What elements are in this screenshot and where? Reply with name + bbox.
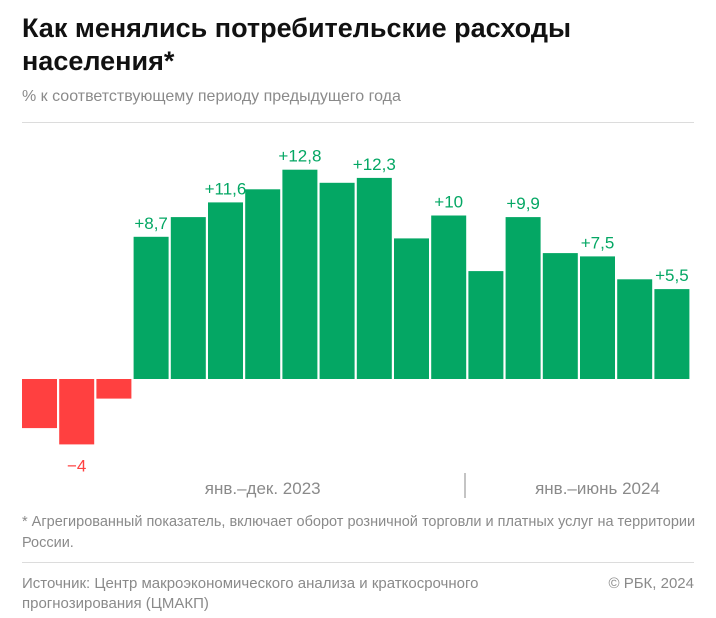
value-label-9: +12,3 <box>353 155 396 174</box>
bar-0 <box>22 379 57 429</box>
value-label-1: −4 <box>67 456 86 475</box>
bar-12 <box>468 271 504 379</box>
footnote: * Агрегированный показатель, включает об… <box>22 514 696 551</box>
bars-group <box>22 169 690 445</box>
value-label-11: +10 <box>434 193 463 212</box>
bar-7 <box>282 169 318 379</box>
bar-11 <box>431 215 467 379</box>
bottom-divider <box>22 562 694 563</box>
value-label-5: +11,6 <box>205 179 247 198</box>
value-label-17: +5,5 <box>655 266 689 285</box>
source-note: Источник: Центр макроэкономического анал… <box>22 575 479 612</box>
bar-10 <box>394 238 429 379</box>
period-labels-group: янв.–дек. 2023 янв.–июнь 2024 <box>205 473 660 498</box>
value-label-7: +12,8 <box>278 147 321 166</box>
value-label-15: +7,5 <box>581 233 615 252</box>
bar-5 <box>208 202 243 379</box>
bar-2 <box>96 379 132 399</box>
chart-subtitle: % к соответствующему периоду предыдущего… <box>22 88 401 105</box>
bar-8 <box>319 182 355 379</box>
period-label-1: янв.–июнь 2024 <box>535 479 660 498</box>
value-labels-group: −4 +8,7 +11,6 +12,8 +12,3 +10 +9,9 +7,5 +5,5 <box>67 147 689 476</box>
bar-4 <box>170 217 206 379</box>
bar-3 <box>133 236 169 379</box>
bar-17 <box>654 289 690 379</box>
top-divider <box>22 122 694 123</box>
value-label-13: +9,9 <box>506 194 540 213</box>
period-label-0: янв.–дек. 2023 <box>205 479 321 498</box>
bar-13 <box>505 217 541 379</box>
bar-6 <box>245 189 281 379</box>
chart-title: Как менялись потребительские расходы нас… <box>22 13 572 76</box>
bar-1 <box>59 379 95 445</box>
value-label-3: +8,7 <box>134 214 168 233</box>
bar-16 <box>617 279 653 379</box>
copyright: © РБК, 2024 <box>608 575 694 592</box>
bar-9 <box>356 177 392 379</box>
bar-14 <box>542 253 578 379</box>
bar-15 <box>580 256 615 379</box>
bar-chart: −4 +8,7 +11,6 +12,8 +12,3 +10 +9,9 +7,5 +5,5 янв… <box>22 147 690 498</box>
